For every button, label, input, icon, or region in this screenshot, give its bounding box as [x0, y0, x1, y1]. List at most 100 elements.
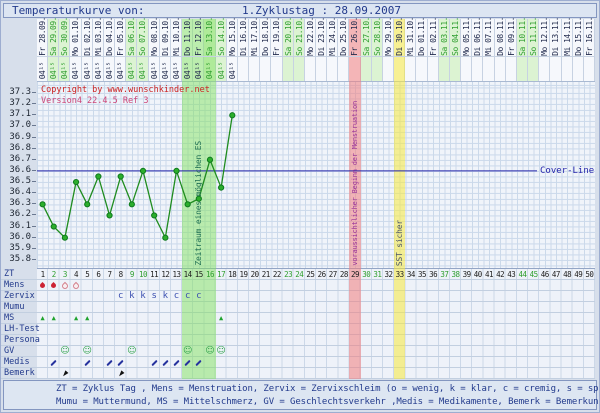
zt-number: 22: [272, 270, 282, 279]
zt-number: 20: [250, 270, 260, 279]
zervix-letter: k: [129, 291, 135, 301]
measure-time-label: 04¹⁵: [194, 61, 204, 79]
day-column-44: Sa 10.11.: [516, 17, 529, 81]
y-tick: [32, 147, 36, 149]
legend-line1: ZT = Zyklus Tag , Mens = Menstruation, Z…: [56, 384, 600, 394]
date-label: Fr 26.10.: [350, 17, 360, 56]
temperature-point: [229, 112, 236, 119]
version-text: Version4 22.4.5 Ref 3: [41, 96, 149, 106]
temperature-point: [106, 212, 113, 219]
day-column-39: Mo 05.11.: [461, 17, 473, 81]
date-label: Fr 12.10.: [194, 17, 204, 56]
zt-number: 36: [429, 270, 438, 279]
bemerk-hand-icon: [115, 368, 126, 379]
day-column-50: Fr 16.11.: [583, 17, 595, 81]
day-column-36: Fr 02.11.: [427, 17, 439, 81]
measure-time-label: 04¹⁵: [127, 61, 137, 79]
day-column-14: Do 11.10. 04¹⁵: [182, 17, 194, 81]
day-column-37: Sa 03.11.: [438, 17, 450, 81]
mittelschmerz-triangle-icon: ▲: [219, 314, 224, 322]
temperature-point: [128, 201, 135, 208]
date-label: Sa 27.10.: [361, 17, 371, 56]
date-label: Mo 22.10.: [305, 17, 315, 56]
measure-time-label: 04¹⁵: [149, 61, 159, 79]
zt-number: 19: [239, 270, 248, 279]
zt-number: 4: [74, 270, 79, 279]
zt-number: 48: [563, 270, 572, 279]
cover-line-label: Cover-Line: [540, 165, 595, 176]
day-column-34: Mi 31.10.: [405, 17, 417, 81]
y-tick: [32, 181, 36, 183]
date-label: Do 04.10.: [104, 17, 114, 56]
measure-time-label: 04¹⁵: [138, 61, 148, 79]
mittelschmerz-triangle-icon: ▲: [51, 314, 56, 322]
zt-number: 30: [362, 270, 371, 279]
date-label: So 04.11.: [450, 17, 460, 56]
zt-number: 42: [496, 270, 505, 279]
day-column-2: Sa 29.09. 04¹⁵: [48, 17, 60, 81]
day-column-11: Mo 08.10. 04¹⁵: [148, 17, 160, 81]
measure-time-label: 04¹⁵: [60, 61, 70, 79]
zt-number: 1: [40, 270, 46, 279]
day-column-22: Fr 19.10.: [271, 17, 283, 81]
y-tick-label: 36.4: [9, 187, 31, 198]
day-column-28: Do 25.10.: [338, 17, 350, 81]
day-column-21: Do 18.10.: [260, 17, 272, 81]
zt-number: 14: [183, 270, 193, 279]
day-column-12: Di 09.10. 04¹⁵: [159, 17, 171, 81]
day-column-13: Mi 10.10. 04¹⁵: [170, 17, 183, 81]
medis-pen-icon: [193, 357, 204, 368]
date-label: Di 06.11.: [473, 17, 483, 56]
gv-smiley-icon: ☺: [182, 346, 193, 356]
day-column-3: So 30.09. 04¹⁵: [59, 17, 71, 81]
row-label-lh-test: LH-Test: [1, 324, 40, 335]
medis-pen-icon: [82, 357, 93, 368]
day-column-9: Sa 06.10. 04¹⁵: [126, 17, 138, 81]
zt-number: 49: [574, 270, 583, 279]
row-label-persona: Persona: [1, 335, 40, 346]
measure-time-label: 04¹⁵: [183, 61, 193, 79]
temperature-plot: [37, 112, 537, 241]
day-column-27: Mi 24.10.: [327, 17, 339, 81]
date-label: Mo 01.10.: [71, 17, 81, 56]
medis-pen-icon: [149, 357, 160, 368]
temperature-line: [41, 115, 233, 240]
day-column-40: Di 06.11.: [472, 17, 484, 81]
zt-number: 16: [205, 270, 215, 279]
row-label-ms: MS: [1, 313, 37, 324]
measure-time-label: 04¹⁵: [205, 61, 215, 79]
y-tick-label: 36.7: [9, 153, 31, 164]
date-label: Fr 02.11.: [428, 17, 438, 56]
y-tick-label: 36.6: [9, 164, 31, 175]
mens-drop-light-icon: [70, 280, 81, 291]
day-column-16: Sa 13.10. 04¹⁵: [204, 17, 216, 81]
y-tick: [32, 169, 36, 171]
date-label: Sa 03.11.: [439, 17, 449, 56]
y-tick-label: 37.0: [9, 120, 31, 131]
measure-time-label: 04¹⁵: [38, 61, 47, 79]
date-label: Do 18.10.: [261, 17, 271, 56]
zt-number: 17: [217, 270, 226, 279]
y-tick: [32, 192, 36, 194]
measure-time-label: 04¹⁵: [49, 61, 59, 79]
zt-number: 18: [228, 270, 237, 279]
zt-number: 44: [518, 270, 527, 279]
y-tick-label: 36.9: [9, 131, 31, 142]
fertile-window-label: Zeitraum eines möglichen ES: [194, 141, 203, 266]
day-column-43: Fr 09.11.: [505, 17, 517, 81]
date-label: Mi 24.10.: [328, 17, 338, 56]
y-tick-label: 36.1: [9, 220, 31, 231]
date-label: Mo 08.10.: [149, 17, 159, 56]
medis-pen-icon: [182, 357, 193, 368]
zt-number: 35: [418, 270, 427, 279]
zt-number: 5: [85, 270, 90, 279]
zt-number: 13: [172, 270, 181, 279]
date-label: Mi 17.10.: [250, 17, 260, 56]
day-column-45: So 11.11.: [528, 17, 540, 81]
date-label: Di 13.11.: [551, 17, 561, 56]
legend: ZT = Zyklus Tag , Mens = Menstruation, Z…: [3, 380, 600, 410]
zt-number: 24: [295, 270, 304, 279]
medis-pen-icon: [160, 357, 171, 368]
day-column-4: Mo 01.10. 04¹⁵: [70, 17, 82, 81]
